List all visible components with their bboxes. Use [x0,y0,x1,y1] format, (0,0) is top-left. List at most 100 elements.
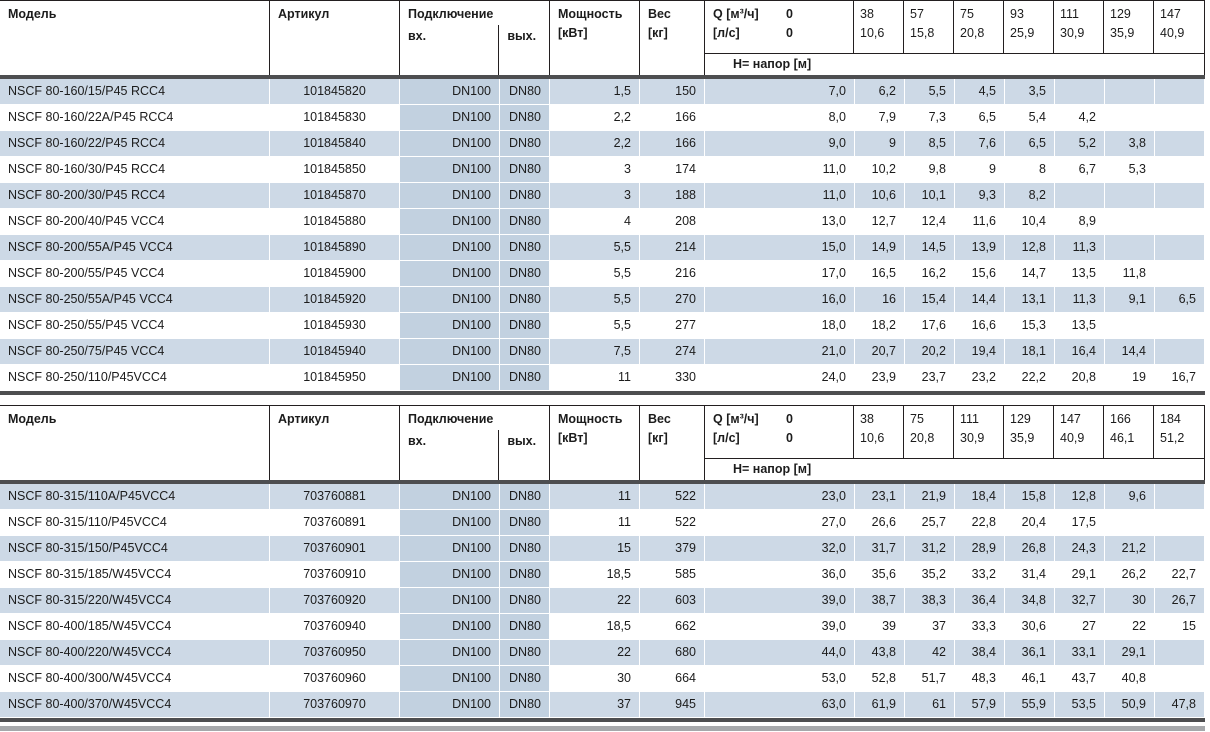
article-cell: 703760950 [270,640,400,665]
power-cell: 2,2 [550,105,640,130]
head-value-cell: 6,2 [855,79,905,104]
outlet-cell: DN80 [500,484,550,509]
q-column-header: 38 10,6 [854,406,904,458]
head-value-cell: 14,4 [955,287,1005,312]
inlet-cell: DN100 [400,614,500,639]
head-value-cell: 38,3 [905,588,955,613]
head-unit-header: Н= напор [м] [705,53,1204,75]
inlet-cell: DN100 [400,588,500,613]
head-value-cell: 26,6 [855,510,905,535]
table-bottom-bar [0,718,1205,722]
q-column-header: 129 35,9 [1104,1,1154,53]
q-header-top: Q [м³/ч] 0 [л/с] 0 38 10,6 57 15,8 75 20… [705,1,1204,53]
head-value-cell: 34,8 [1005,588,1055,613]
head-value-cell: 43,7 [1055,666,1105,691]
head-value-cell: 8,5 [905,131,955,156]
head-value-cell: 39,0 [705,614,855,639]
head-value-cell: 25,7 [905,510,955,535]
q-column-header: 111 30,9 [1054,1,1104,53]
weight-cell: 379 [640,536,705,561]
outlet-header-label: вых. [507,29,537,43]
head-value-cell: 4,2 [1055,105,1105,130]
model-cell: NSCF 80-200/40/P45 VCC4 [0,209,270,234]
head-value-cell: 38,7 [855,588,905,613]
head-value-cell: 16,2 [905,261,955,286]
head-value-cell: 6,5 [1005,131,1055,156]
head-value-cell [1105,79,1155,104]
head-value-cell: 15,4 [905,287,955,312]
article-header: Артикул [270,406,400,480]
q-column-header: 75 20,8 [904,406,954,458]
head-value-cell: 36,1 [1005,640,1055,665]
head-value-cell: 15 [1155,614,1205,639]
head-value-cell [1155,510,1205,535]
outlet-cell: DN80 [500,588,550,613]
weight-cell: 174 [640,157,705,182]
inlet-cell: DN100 [400,339,500,364]
head-value-cell [1105,105,1155,130]
inlet-cell: DN100 [400,562,500,587]
q-column-header: 166 46,1 [1104,406,1154,458]
table-body: NSCF 80-160/15/P45 RCC4 101845820 DN100 … [0,79,1205,391]
q-ls-value: 25,9 [1010,26,1035,40]
head-value-cell: 22,8 [955,510,1005,535]
head-unit-label: Н= напор [м] [733,462,812,476]
model-cell: NSCF 80-250/55A/P45 VCC4 [0,287,270,312]
q-ls-label: [л/с] [713,431,740,445]
head-value-cell: 24,3 [1055,536,1105,561]
outlet-cell: DN80 [500,313,550,338]
weight-cell: 166 [640,105,705,130]
head-value-cell: 10,1 [905,183,955,208]
inlet-cell: DN100 [400,235,500,260]
h-values: 44,0 43,8 42 38,4 36,1 33,1 29,1 [705,640,1205,665]
outlet-cell: DN80 [500,692,550,717]
article-cell: 703760901 [270,536,400,561]
article-cell: 703760920 [270,588,400,613]
connection-header-label: Подключение [408,412,494,426]
head-value-cell: 8,9 [1055,209,1105,234]
weight-cell: 522 [640,484,705,509]
connection-header-label: Подключение [408,7,494,21]
article-cell: 101845880 [270,209,400,234]
model-header: Модель [0,406,270,480]
head-value-cell: 9 [855,131,905,156]
head-value-cell: 9,6 [1105,484,1155,509]
connection-subheaders: вх. вых. [400,25,549,75]
head-value-cell: 13,5 [1055,313,1105,338]
inlet-cell: DN100 [400,261,500,286]
power-unit-label: [кВт] [558,26,588,40]
weight-cell: 270 [640,287,705,312]
article-cell: 703760940 [270,614,400,639]
q-ls-value: 51,2 [1160,431,1185,445]
connection-subheaders: вх. вых. [400,430,549,480]
head-value-cell: 32,0 [705,536,855,561]
q-m3h-value: 111 [960,412,980,426]
h-values: 16,0 16 15,4 14,4 13,1 11,3 9,1 6,5 [705,287,1205,312]
model-cell: NSCF 80-400/220/W45VCC4 [0,640,270,665]
h-values: 17,0 16,5 16,2 15,6 14,7 13,5 11,8 [705,261,1205,286]
inlet-header-label: вх. [400,25,500,75]
power-cell: 37 [550,692,640,717]
head-value-cell: 29,1 [1105,640,1155,665]
weight-cell: 277 [640,313,705,338]
head-value-cell [1155,79,1205,104]
q-ls-value: 30,9 [960,431,985,445]
article-header-label: Артикул [278,412,330,426]
q-header-area: Q [м³/ч] 0 [л/с] 0 38 10,6 75 20,8 111 3… [705,406,1205,480]
head-value-cell: 43,8 [855,640,905,665]
table-row: NSCF 80-400/185/W45VCC4 703760940 DN100 … [0,614,1205,640]
power-header: Мощность [кВт] [550,1,640,75]
q-m3h-label: Q [м³/ч] [713,7,759,21]
q-ls-value: 20,8 [960,26,985,40]
inlet-cell: DN100 [400,640,500,665]
weight-cell: 208 [640,209,705,234]
head-value-cell: 63,0 [705,692,855,717]
power-cell: 5,5 [550,261,640,286]
head-value-cell: 10,6 [855,183,905,208]
weight-header-label: Вес [648,7,671,21]
weight-cell: 603 [640,588,705,613]
head-value-cell: 61 [905,692,955,717]
power-cell: 15 [550,536,640,561]
outlet-cell: DN80 [500,562,550,587]
power-cell: 30 [550,666,640,691]
